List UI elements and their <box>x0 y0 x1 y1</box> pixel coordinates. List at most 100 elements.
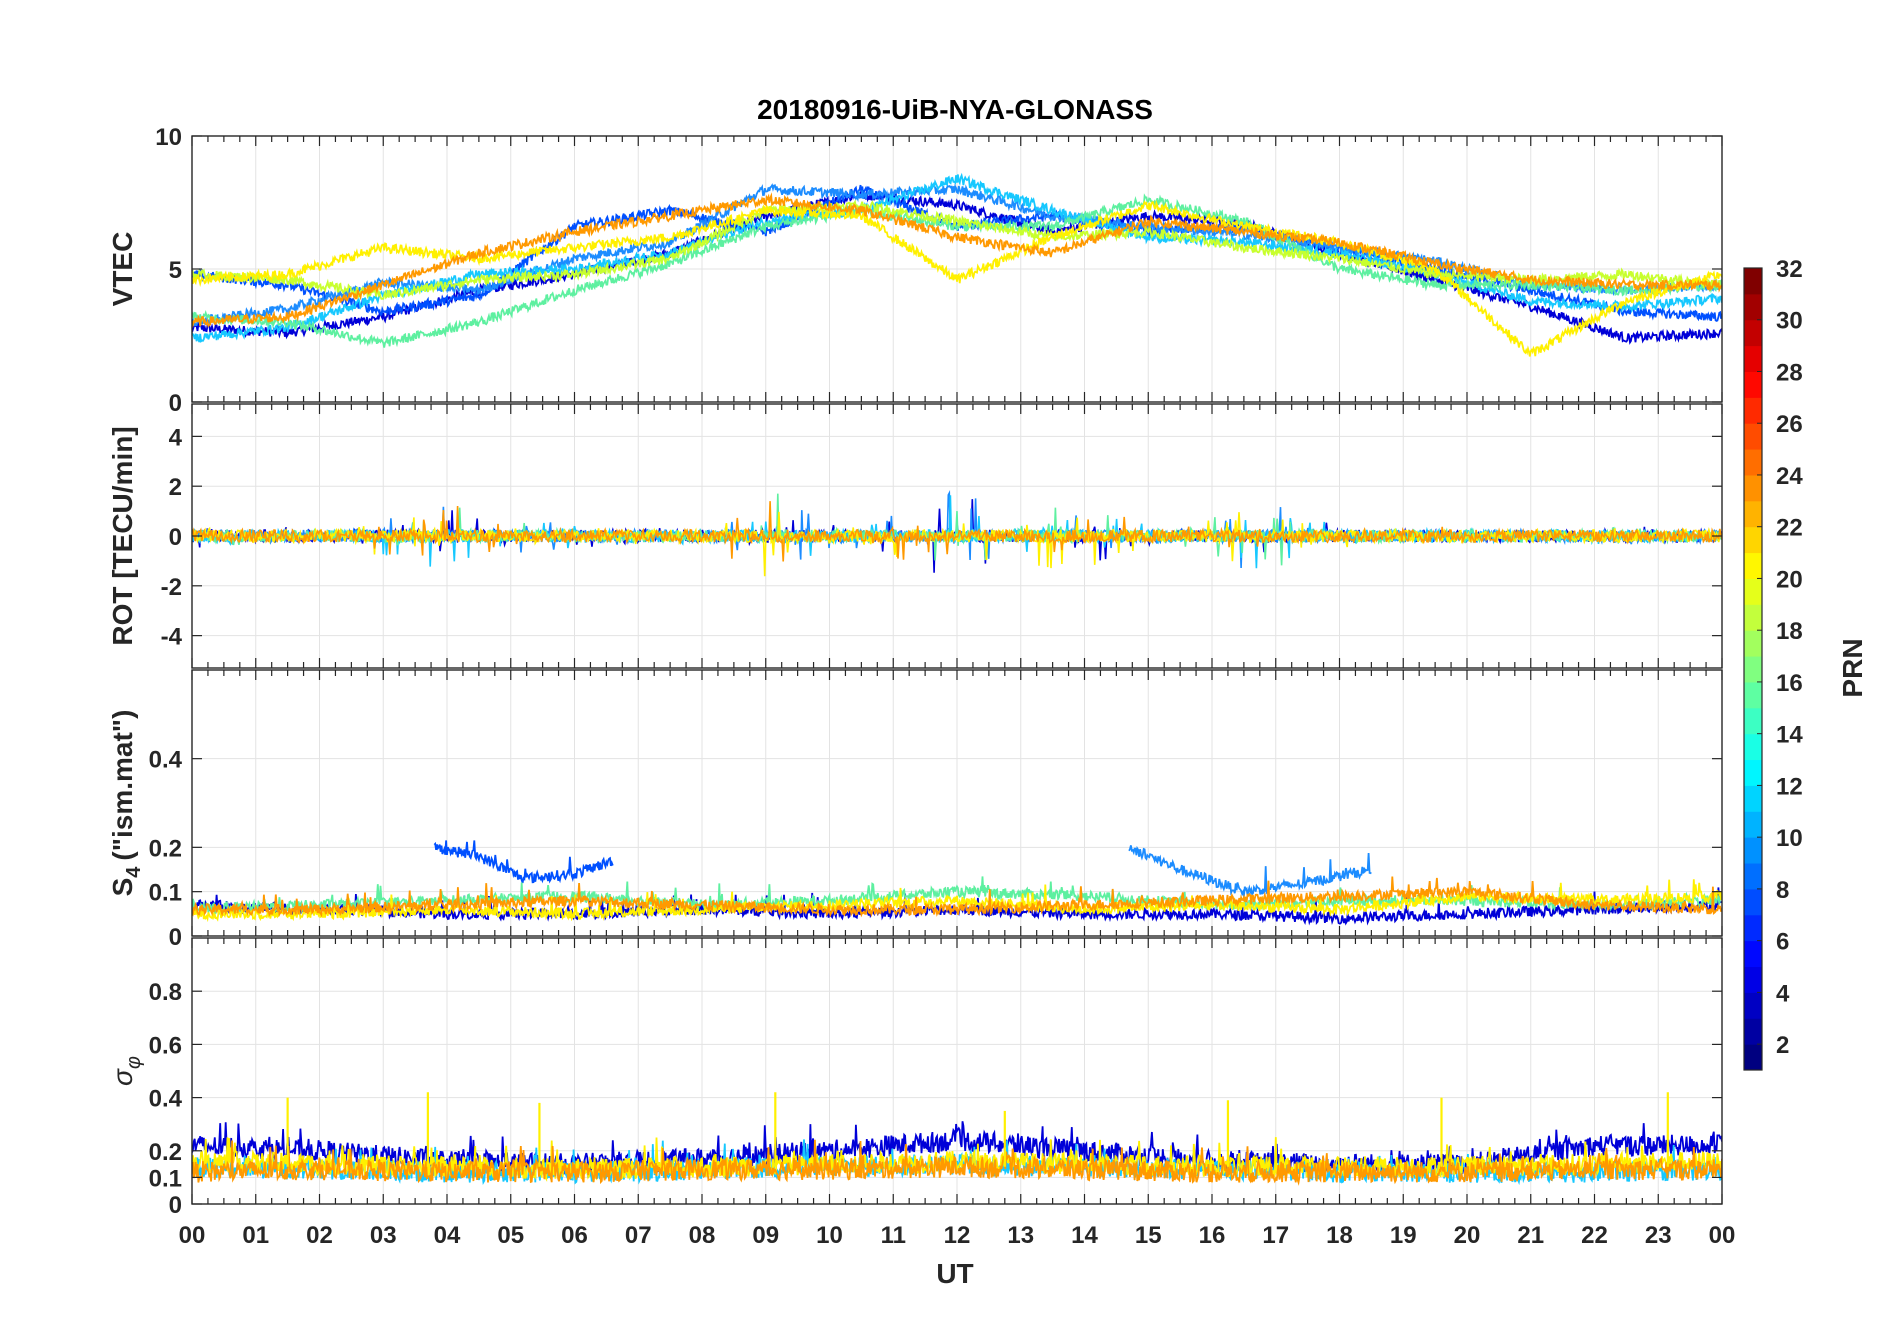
x-tick-label: 16 <box>1199 1222 1226 1249</box>
y-axis-label: ROT [TECU/min] <box>107 426 138 645</box>
colorbar-segment <box>1744 1018 1762 1045</box>
y-tick-label: 0 <box>169 390 182 417</box>
colorbar-tick-label: 10 <box>1776 825 1803 852</box>
x-tick-label: 08 <box>689 1222 716 1249</box>
y-label-rest: ("ism.mat") <box>107 710 138 861</box>
colorbar-segment <box>1744 500 1762 528</box>
panel-s4: 0 0.1 0.2 0.4 S4 ("ism.mat") <box>107 669 1723 951</box>
y-tick-label: 5 <box>169 257 182 284</box>
colorbar-tick-label: 4 <box>1776 980 1790 1007</box>
colorbar-tick-label: 16 <box>1776 670 1803 697</box>
chart-title: 20180916-UiB-NYA-GLONASS <box>757 94 1153 125</box>
colorbar-tick-label: 6 <box>1776 929 1789 956</box>
x-tick-label: 06 <box>561 1222 588 1249</box>
colorbar-segment <box>1744 759 1762 786</box>
series-line-prn15 <box>192 193 1722 348</box>
colorbar-tick-label: 8 <box>1776 877 1789 904</box>
x-tick-label: 15 <box>1135 1222 1162 1249</box>
y-label-main: σ <box>107 1068 138 1086</box>
y-tick-label: 0.6 <box>149 1032 182 1059</box>
x-tick-label: 17 <box>1262 1222 1289 1249</box>
colorbar-segment <box>1744 630 1762 657</box>
colorbar-segment <box>1744 319 1762 347</box>
colorbar-segment <box>1744 681 1762 709</box>
y-axis-label: VTEC <box>107 232 138 307</box>
colorbar-segment <box>1744 785 1762 812</box>
x-tick-label: 21 <box>1517 1222 1544 1249</box>
series-line-prn23 <box>192 1139 1722 1186</box>
colorbar-tick-label: 24 <box>1776 463 1803 490</box>
x-tick-label: 07 <box>625 1222 652 1249</box>
x-tick-label: 13 <box>1007 1222 1034 1249</box>
series-line-prn18 <box>192 199 1722 300</box>
colorbar-label: PRN <box>1837 638 1868 697</box>
y-tick-label: 4 <box>169 424 183 451</box>
colorbar-segment <box>1744 578 1762 605</box>
x-tick-label: 20 <box>1454 1222 1481 1249</box>
colorbar-segment <box>1744 811 1762 838</box>
colorbar-segment <box>1744 863 1762 890</box>
y-tick-label: 0.4 <box>149 1086 183 1113</box>
colorbar-segment <box>1744 1044 1762 1071</box>
x-tick-label: 00 <box>179 1222 206 1249</box>
series-line-prn20 <box>192 199 1722 357</box>
x-tick-label: 01 <box>242 1222 269 1249</box>
series-line-prn15 <box>192 876 1722 917</box>
y-tick-label: 0.4 <box>149 747 183 774</box>
y-tick-label: 0 <box>169 924 182 951</box>
colorbar-segment <box>1744 293 1762 321</box>
x-tick-label: 02 <box>306 1222 333 1249</box>
x-tick-label: 05 <box>497 1222 524 1249</box>
colorbar-segment <box>1744 449 1762 476</box>
x-tick-label: 19 <box>1390 1222 1417 1249</box>
y-tick-label: 0.1 <box>149 1165 182 1192</box>
x-tick-label: 00 <box>1709 1222 1736 1249</box>
colorbar-segment <box>1744 966 1762 993</box>
y-axis-label: S4 ("ism.mat") <box>107 710 145 897</box>
y-label-sub: φ <box>123 1056 145 1069</box>
panel-data <box>192 840 1722 926</box>
colorbar-tick-label: 32 <box>1776 256 1803 283</box>
colorbar-tick-label: 30 <box>1776 308 1803 335</box>
x-axis-label: UT <box>936 1258 973 1289</box>
x-tick-label: 04 <box>434 1222 461 1249</box>
colorbar-segment <box>1744 397 1762 424</box>
x-tick-label: 14 <box>1071 1222 1098 1249</box>
colorbar-tick-label: 18 <box>1776 618 1803 645</box>
y-tick-label: 0 <box>169 524 182 551</box>
panel-rot: -4 -2 0 2 4 ROT [TECU/min] <box>107 403 1723 669</box>
colorbar-tick-label: 22 <box>1776 515 1803 542</box>
y-tick-label: 0.1 <box>149 880 182 907</box>
colorbar-segment <box>1744 371 1762 398</box>
series-line-prn23 <box>192 876 1722 918</box>
panel-data <box>192 172 1722 357</box>
panel-data <box>192 490 1722 577</box>
colorbar-tick-label: 26 <box>1776 411 1803 438</box>
y-tick-label: 0.2 <box>149 1139 182 1166</box>
colorbar-segment <box>1744 526 1762 554</box>
colorbar-tick-label: 2 <box>1776 1032 1789 1059</box>
series-line-prn9 <box>1128 845 1372 897</box>
series-line-prn6 <box>433 840 614 884</box>
y-tick-label: 10 <box>155 124 182 151</box>
colorbar-tick-label: 28 <box>1776 359 1803 386</box>
y-tick-label: 0.8 <box>149 979 182 1006</box>
x-tick-label: 09 <box>752 1222 779 1249</box>
x-tick-label: 12 <box>944 1222 971 1249</box>
colorbar-segment <box>1744 268 1762 295</box>
series-line-prn20 <box>192 1137 1722 1182</box>
colorbar-segment <box>1744 888 1762 916</box>
colorbar-segment <box>1744 656 1762 683</box>
colorbar-segment <box>1744 552 1762 579</box>
colorbar-frame <box>1743 267 1763 1071</box>
colorbar-segment <box>1744 474 1762 502</box>
colorbar-tick-label: 12 <box>1776 773 1803 800</box>
y-label-main: S <box>107 878 138 897</box>
colorbar-segment <box>1744 423 1762 450</box>
colorbar-segment <box>1744 345 1762 372</box>
series-line-prn23 <box>192 501 1722 562</box>
x-tick-label: 18 <box>1326 1222 1353 1249</box>
colorbar-tick-label: 14 <box>1776 722 1803 749</box>
panel-sigma: 00.10.2 0.4 0.6 0.8 σφ <box>107 937 1723 1219</box>
